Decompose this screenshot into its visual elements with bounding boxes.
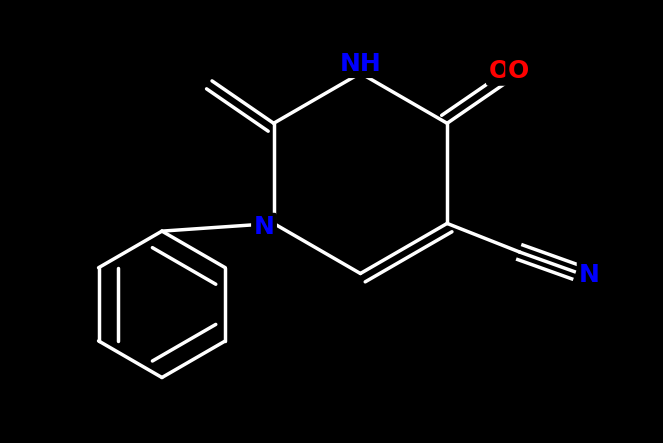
Text: N: N [253,215,274,239]
Text: O: O [508,59,529,83]
Text: NH: NH [339,51,381,76]
Text: N: N [579,264,600,288]
Text: O: O [489,59,510,83]
